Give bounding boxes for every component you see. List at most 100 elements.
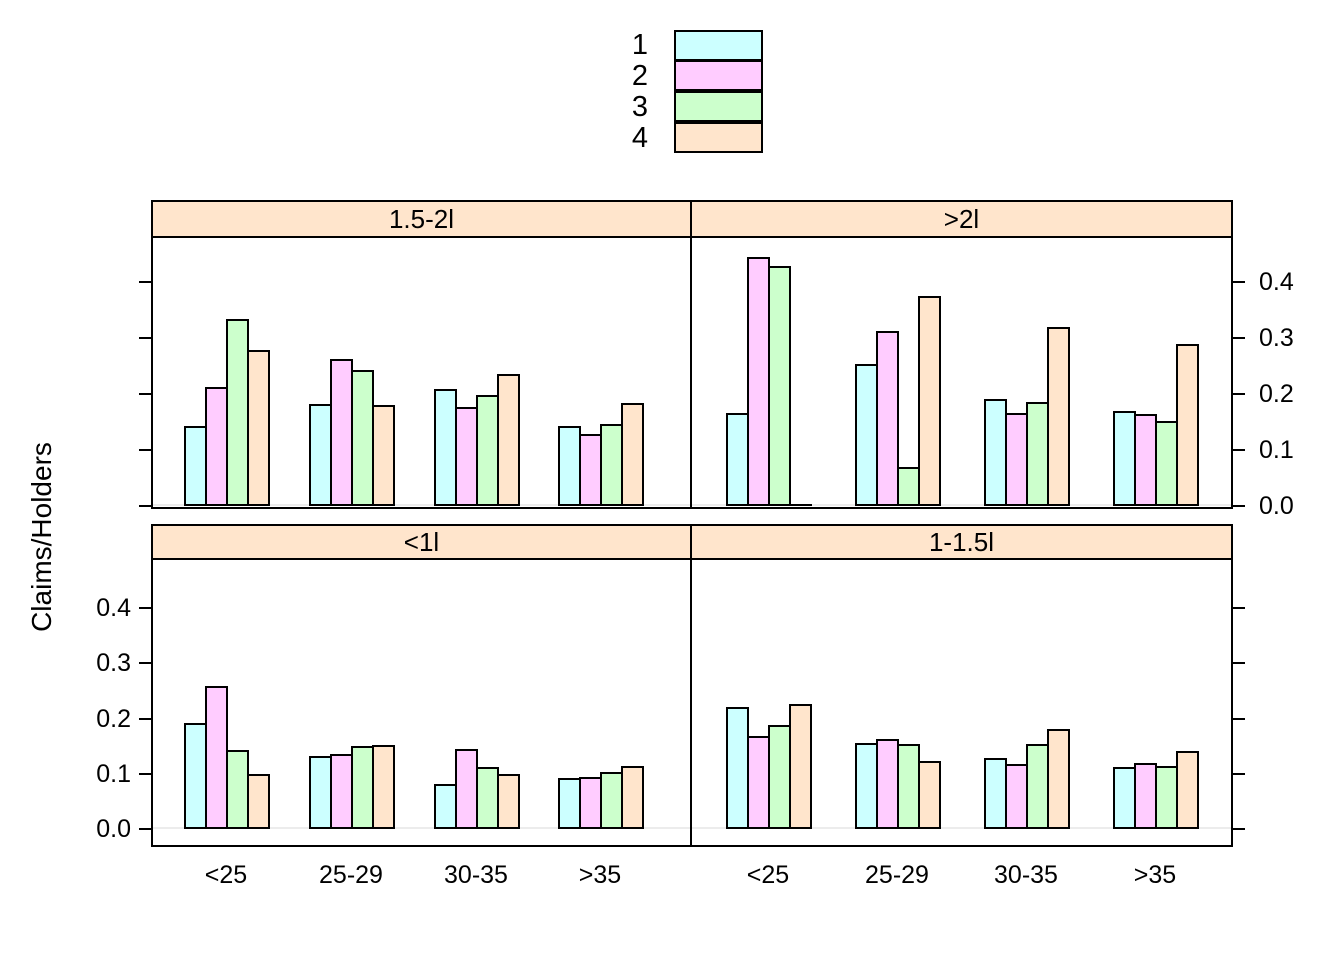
y-axis-tick bbox=[1233, 281, 1245, 283]
bar-1.5-2l-<25-district-3 bbox=[226, 319, 249, 506]
bar->2l-30-35-district-4 bbox=[1047, 327, 1070, 506]
y-tick-label: 0.4 bbox=[96, 594, 131, 622]
zero-reference-line bbox=[692, 504, 1231, 506]
y-axis-tick bbox=[139, 281, 151, 283]
bar->2l->35-district-3 bbox=[1155, 421, 1178, 506]
x-tick-label: >35 bbox=[1133, 861, 1177, 889]
y-axis-tick bbox=[139, 773, 151, 775]
x-tick-label: >35 bbox=[578, 861, 622, 889]
y-tick-label: 0.3 bbox=[96, 649, 131, 677]
bar-<1l-30-35-district-3 bbox=[476, 767, 499, 829]
y-tick-label: 0.1 bbox=[96, 760, 131, 788]
x-tick-label: 30-35 bbox=[994, 861, 1058, 889]
panel-strip-bottom-right: 1-1.5l bbox=[690, 524, 1233, 560]
legend-label: 1 bbox=[631, 29, 648, 61]
y-axis-tick bbox=[139, 337, 151, 339]
bar-<1l-25-29-district-1 bbox=[309, 756, 332, 829]
bar-1-1.5l-30-35-district-1 bbox=[984, 758, 1007, 829]
bar->2l-30-35-district-2 bbox=[1005, 413, 1028, 506]
bar-1-1.5l-30-35-district-4 bbox=[1047, 729, 1070, 829]
bar-<1l-25-29-district-4 bbox=[372, 745, 395, 829]
y-axis-tick bbox=[1233, 505, 1245, 507]
legend-swatch-district-4 bbox=[674, 122, 763, 153]
y-axis-tick bbox=[1233, 337, 1245, 339]
bar->2l-25-29-district-4 bbox=[918, 296, 941, 506]
bar-<1l->35-district-3 bbox=[600, 772, 623, 829]
bar-1.5-2l-30-35-district-2 bbox=[455, 407, 478, 506]
x-tick-label: <25 bbox=[746, 861, 790, 889]
bar-1-1.5l-25-29-district-3 bbox=[897, 744, 920, 829]
bar-<1l->35-district-1 bbox=[558, 778, 581, 829]
bar-<1l-<25-district-1 bbox=[184, 723, 207, 829]
y-axis-tick bbox=[139, 393, 151, 395]
legend-entry: 4 bbox=[588, 122, 763, 154]
y-tick-label: 0.1 bbox=[1259, 436, 1294, 464]
bar-1-1.5l->35-district-1 bbox=[1113, 767, 1136, 829]
zero-reference-line bbox=[153, 827, 690, 829]
bar->2l->35-district-2 bbox=[1134, 414, 1157, 506]
y-axis-tick bbox=[139, 505, 151, 507]
bar->2l-<25-district-2 bbox=[747, 257, 770, 506]
legend-label: 3 bbox=[631, 91, 648, 123]
bar-1-1.5l->35-district-2 bbox=[1134, 763, 1157, 829]
bar-1.5-2l-25-29-district-4 bbox=[372, 405, 395, 506]
bar-1.5-2l->35-district-3 bbox=[600, 424, 623, 506]
legend-entry: 3 bbox=[588, 91, 763, 123]
y-axis-tick bbox=[1233, 393, 1245, 395]
y-tick-label: 0.2 bbox=[96, 705, 131, 733]
bar->2l-<25-district-1 bbox=[726, 413, 749, 506]
bar-<1l-<25-district-2 bbox=[205, 686, 228, 829]
panel-strip-top-left: 1.5-2l bbox=[151, 200, 692, 238]
bar-<1l->35-district-4 bbox=[621, 766, 644, 829]
bar-1-1.5l-30-35-district-3 bbox=[1026, 744, 1049, 829]
bar->2l->35-district-1 bbox=[1113, 411, 1136, 506]
bar-1-1.5l-<25-district-1 bbox=[726, 707, 749, 829]
legend-swatch-district-3 bbox=[674, 91, 763, 122]
bar->2l-25-29-district-1 bbox=[855, 364, 878, 506]
y-axis-tick bbox=[1233, 662, 1245, 664]
y-tick-label: 0.2 bbox=[1259, 380, 1294, 408]
y-axis-tick bbox=[1233, 773, 1245, 775]
bar->2l-25-29-district-2 bbox=[876, 331, 899, 506]
bar-<1l->35-district-2 bbox=[579, 777, 602, 829]
legend-label: 2 bbox=[631, 60, 648, 92]
bar-<1l-30-35-district-1 bbox=[434, 784, 457, 829]
bar-1.5-2l->35-district-4 bbox=[621, 403, 644, 506]
bar->2l-<25-district-3 bbox=[768, 266, 791, 506]
y-axis-tick bbox=[139, 718, 151, 720]
bar-1-1.5l-25-29-district-2 bbox=[876, 739, 899, 829]
bar-<1l-30-35-district-4 bbox=[497, 774, 520, 829]
y-tick-label: 0.0 bbox=[1259, 492, 1294, 520]
bar-1.5-2l-30-35-district-1 bbox=[434, 389, 457, 506]
bar-1-1.5l->35-district-4 bbox=[1176, 751, 1199, 829]
bar-1.5-2l-<25-district-4 bbox=[247, 350, 270, 506]
zero-reference-line bbox=[153, 504, 690, 506]
y-axis-tick bbox=[1233, 718, 1245, 720]
bar-1.5-2l-<25-district-1 bbox=[184, 426, 207, 506]
bar-1.5-2l->35-district-2 bbox=[579, 434, 602, 506]
y-axis-tick bbox=[1233, 607, 1245, 609]
bar-1-1.5l-30-35-district-2 bbox=[1005, 764, 1028, 829]
bar->2l-30-35-district-1 bbox=[984, 399, 1007, 506]
y-axis-tick bbox=[139, 449, 151, 451]
legend: 1 2 3 4 bbox=[588, 30, 763, 154]
bar-1.5-2l-25-29-district-3 bbox=[351, 370, 374, 506]
bar-<1l-25-29-district-3 bbox=[351, 746, 374, 829]
zero-reference-line bbox=[692, 827, 1231, 829]
legend-swatch-district-2 bbox=[674, 60, 763, 91]
y-axis-tick bbox=[139, 828, 151, 830]
x-tick-label: 30-35 bbox=[444, 861, 508, 889]
x-tick-label: <25 bbox=[204, 861, 248, 889]
y-tick-label: 0.4 bbox=[1259, 268, 1294, 296]
bar-1.5-2l-<25-district-2 bbox=[205, 387, 228, 506]
bar-1.5-2l-30-35-district-4 bbox=[497, 374, 520, 506]
legend-label: 4 bbox=[631, 122, 648, 154]
y-axis-tick bbox=[1233, 449, 1245, 451]
bar-zero->2l-<25-district-4 bbox=[789, 504, 812, 506]
bar-1.5-2l->35-district-1 bbox=[558, 426, 581, 506]
bar-1-1.5l-25-29-district-1 bbox=[855, 743, 878, 829]
bar->2l-25-29-district-3 bbox=[897, 467, 920, 506]
bar-<1l-30-35-district-2 bbox=[455, 749, 478, 829]
